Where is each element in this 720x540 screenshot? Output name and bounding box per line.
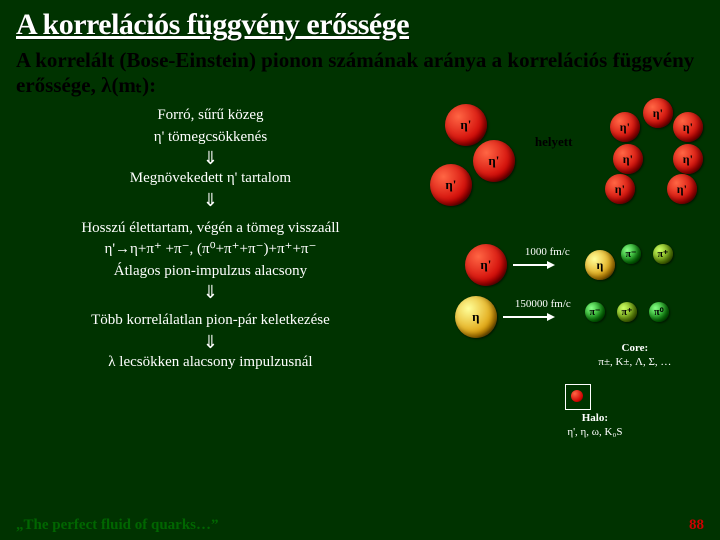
left-line: Hosszú élettartam, végén a tömeg visszaá…	[16, 219, 405, 239]
particle-eta_prime: η'	[643, 98, 673, 128]
time-label: 150000 fm/c	[515, 298, 571, 310]
particle-eta_prime: η'	[430, 164, 472, 206]
left-column: Forró, sűrű közegη' tömegcsökkenés⇓Megnö…	[16, 104, 405, 374]
time-label: 1000 fm/c	[525, 246, 570, 258]
particle-eta_prime: η'	[465, 244, 507, 286]
particle-pi_minus: π⁻	[621, 244, 641, 264]
page-number: 88	[689, 517, 704, 534]
left-line: ⇓	[16, 283, 405, 301]
halo-legend: Halo: η', η, ω, K₀S	[535, 412, 655, 438]
particle-eta_prime: η'	[610, 112, 640, 142]
core-body: π±, K±, Λ, Σ, …	[575, 356, 695, 369]
left-line: ⇓	[16, 149, 405, 167]
left-line: ⇓	[16, 333, 405, 351]
helyett-label: helyett	[535, 134, 573, 150]
footer-quote: „The perfect fluid of quarks…”	[16, 517, 219, 534]
particle-eta: η	[585, 250, 615, 280]
left-line: η' tömegcsökkenés	[16, 128, 405, 148]
decay-arrow	[513, 264, 549, 266]
page-title: A korrelációs függvény erőssége	[0, 0, 720, 44]
core-title: Core:	[575, 342, 695, 355]
left-line: Megnövekedett η' tartalom	[16, 169, 405, 189]
subtitle: A korrelált (Bose-Einstein) pionon számá…	[0, 44, 720, 104]
particle-eta: η	[455, 296, 497, 338]
particle-eta_prime: η'	[673, 144, 703, 174]
particle-pi_plus: π⁺	[653, 244, 673, 264]
left-line: Átlagos pion-impulzus alacsony	[16, 262, 405, 282]
halo-title: Halo:	[535, 412, 655, 425]
main-content: Forró, sűrű közegη' tömegcsökkenés⇓Megnö…	[0, 104, 720, 374]
core-legend: Core: π±, K±, Λ, Σ, …	[575, 342, 695, 368]
left-line: Forró, sűrű közeg	[16, 106, 405, 126]
particle-pi_zero: π⁰	[649, 302, 669, 322]
left-line: η'→η+π⁺ +π⁻, (π⁰+π⁺+π⁻)+π⁺+π⁻	[16, 240, 405, 260]
diagram-area: helyett Core: π±, K±, Λ, Σ, … Halo: η', …	[405, 104, 704, 374]
particle-eta_prime: η'	[613, 144, 643, 174]
left-line: λ lecsökken alacsony impulzusnál	[16, 353, 405, 373]
particle-eta_prime: η'	[445, 104, 487, 146]
particle-pi_minus: π⁻	[585, 302, 605, 322]
particle-eta_prime: η'	[667, 174, 697, 204]
left-line: ⇓	[16, 191, 405, 209]
particle-pi_plus: π⁺	[617, 302, 637, 322]
halo-body: η', η, ω, K₀S	[535, 426, 655, 439]
particle-eta_prime: η'	[673, 112, 703, 142]
particle-eta_prime: η'	[473, 140, 515, 182]
decay-arrow	[503, 316, 549, 318]
left-line: Több korrelálatlan pion-pár keletkezése	[16, 311, 405, 331]
particle-eta_prime: η'	[605, 174, 635, 204]
